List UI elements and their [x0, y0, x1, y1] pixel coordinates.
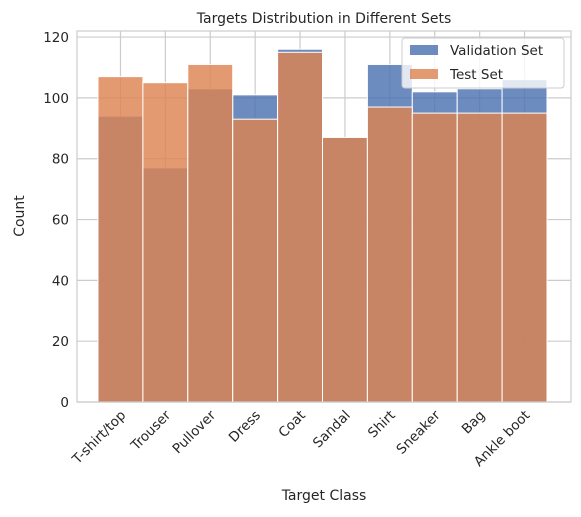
chart-title: Targets Distribution in Different Sets: [196, 11, 451, 27]
x-axis-label: Target Class: [281, 488, 367, 504]
legend-label-validation: Validation Set: [450, 43, 543, 59]
x-tick-label-shirt: Shirt: [365, 408, 399, 442]
bar-test-set-pullover: [187, 63, 234, 403]
bar-test-set-sneaker: [411, 112, 458, 403]
x-tick-label-bag: Bag: [459, 408, 489, 438]
bar-test-set-t-shirt-top: [97, 76, 144, 403]
bar-test-set-bag: [456, 112, 503, 403]
y-tick-label-40: 40: [52, 273, 69, 289]
bar-test-set-trouser: [142, 82, 189, 403]
bars: [97, 48, 548, 403]
y-tick-label-120: 120: [43, 30, 69, 46]
x-tick-label-dress: Dress: [226, 408, 264, 446]
y-axis-label: Count: [12, 195, 28, 237]
y-tick-label-20: 20: [52, 334, 69, 350]
x-tick-label-t-shirt-top: T-shirt/top: [69, 408, 130, 469]
legend-box: [401, 37, 565, 89]
bar-test-set-coat: [277, 51, 324, 403]
y-tick-label-60: 60: [52, 213, 69, 229]
bar-test-set-shirt: [366, 106, 413, 403]
legend-label-test: Test Set: [449, 67, 503, 83]
x-tick-label-pullover: Pullover: [170, 407, 220, 457]
x-tick-label-sandal: Sandal: [310, 408, 354, 452]
x-tick-label-trouser: Trouser: [127, 407, 174, 454]
legend-swatch-validation: [410, 45, 438, 55]
bar-test-set-dress: [232, 118, 279, 403]
x-tick-label-coat: Coat: [275, 408, 308, 441]
plot-frame: [76, 30, 572, 403]
x-tick-label-sneaker: Sneaker: [393, 407, 443, 457]
bar-test-set-sandal: [322, 136, 368, 403]
y-tick-label-80: 80: [52, 152, 69, 168]
y-tick-label-100: 100: [43, 91, 69, 107]
legend: Validation Set Test Set: [401, 37, 565, 89]
legend-swatch-test: [410, 69, 438, 79]
bar-test-set-ankle-boot: [501, 112, 548, 403]
y-tick-label-0: 0: [60, 395, 69, 411]
y-axis-ticks: 0 20 40 60 80 100 120: [43, 30, 69, 411]
